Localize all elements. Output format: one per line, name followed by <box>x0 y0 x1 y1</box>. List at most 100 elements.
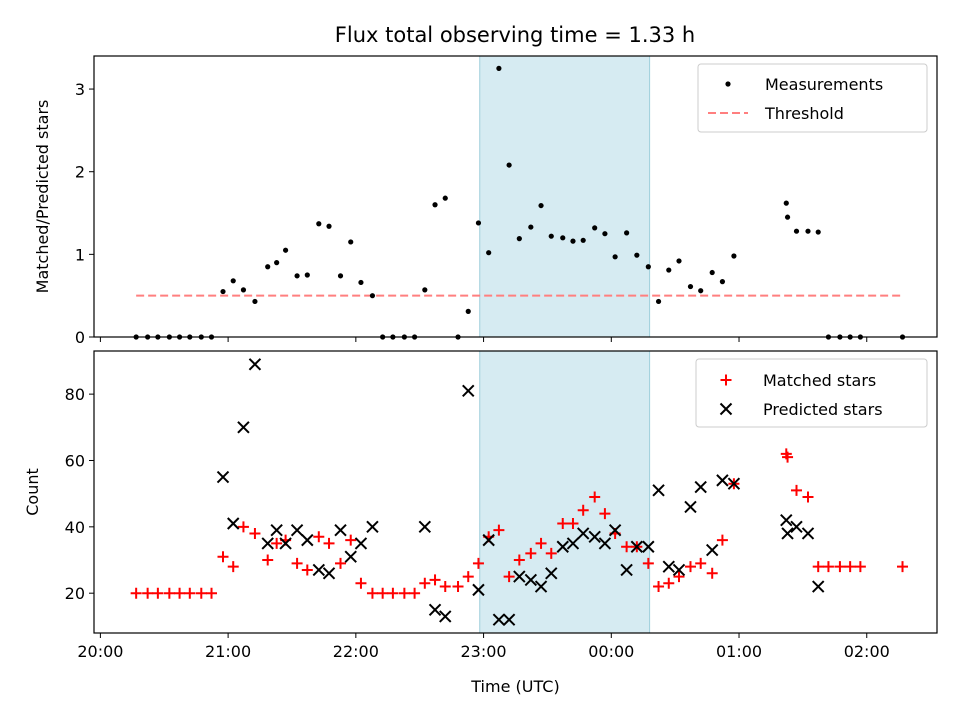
matched-star-marker <box>577 504 589 516</box>
measurement-point <box>698 288 704 294</box>
matched-star-marker <box>589 491 601 503</box>
predicted-star-marker <box>672 563 686 577</box>
measurement-point <box>676 258 682 264</box>
predicted-star-marker <box>344 550 357 563</box>
measurement-point <box>784 214 791 220</box>
measurement-point <box>719 279 726 285</box>
matched-star-marker <box>844 561 856 573</box>
legend-threshold-label: Threshold <box>764 104 844 123</box>
measurement-point <box>548 233 554 239</box>
predicted-star-marker <box>366 520 379 534</box>
chart-title: Flux total observing time = 1.33 h <box>335 23 695 47</box>
matched-star-marker <box>663 577 675 589</box>
matched-star-marker <box>152 587 164 599</box>
measurement-point <box>538 202 544 209</box>
predicted-star-marker <box>716 474 729 487</box>
predicted-star-marker <box>545 567 558 580</box>
measurement-point <box>528 224 534 230</box>
predicted-star-marker <box>312 563 326 577</box>
matched-star-marker <box>782 451 794 463</box>
x-tick-label: 20:00 <box>77 642 123 661</box>
y-tick-label: 0 <box>75 328 85 347</box>
matched-star-marker <box>249 527 261 539</box>
measurement-point <box>793 228 800 234</box>
matched-star-marker <box>557 518 569 530</box>
matched-star-marker <box>237 521 249 533</box>
matched-star-marker <box>419 577 431 589</box>
matched-star-marker <box>227 561 239 573</box>
y-tick-label: 80 <box>65 385 85 404</box>
legend-box <box>697 63 928 133</box>
matched-star-marker <box>271 537 283 549</box>
x-tick-label: 00:00 <box>588 642 634 661</box>
predicted-star-marker <box>301 533 314 547</box>
legend-matched-label: Matched stars <box>763 371 876 390</box>
matched-star-marker <box>335 557 347 569</box>
matched-star-marker <box>535 537 547 549</box>
matched-star-marker <box>695 557 707 569</box>
x-tick-label: 02:00 <box>844 642 890 661</box>
y-tick-label: 60 <box>65 451 85 470</box>
predicted-star-marker <box>322 567 336 580</box>
measurement-point <box>369 293 376 299</box>
matched-star-marker <box>545 547 557 559</box>
predicted-star-marker <box>576 527 590 540</box>
predicted-star-marker <box>270 523 283 537</box>
predicted-star-marker <box>524 573 538 587</box>
measurement-point <box>666 267 672 273</box>
matched-star-marker <box>398 587 410 599</box>
y-tick-label: 3 <box>75 80 85 99</box>
predicted-star-marker <box>418 520 432 534</box>
predicted-star-marker <box>620 563 633 577</box>
matched-star-marker <box>429 574 441 586</box>
predicted-star-marker <box>428 603 442 616</box>
measurement-point <box>570 238 576 244</box>
matched-star-marker <box>599 508 611 520</box>
predicted-star-marker <box>482 533 495 547</box>
matched-star-marker <box>195 587 207 599</box>
matched-star-marker <box>822 561 834 573</box>
measurement-point <box>294 273 300 279</box>
measurement-point <box>240 287 247 293</box>
y-tick-label: 40 <box>65 518 85 537</box>
legend-predicted-marker <box>719 402 733 416</box>
measurement-point <box>496 65 502 71</box>
predicted-star-marker <box>812 580 825 593</box>
matched-star-marker <box>897 561 909 573</box>
matched-star-marker <box>567 518 579 530</box>
predicted-star-marker <box>694 480 707 494</box>
matched-star-marker <box>377 587 389 599</box>
matched-star-marker <box>409 587 421 599</box>
measurement-point <box>475 220 482 226</box>
predicted-star-marker <box>801 527 815 540</box>
x-tick-label: 01:00 <box>716 642 762 661</box>
matched-star-marker <box>345 534 357 546</box>
matched-star-marker <box>439 581 451 593</box>
plot-frame <box>93 55 938 338</box>
matched-star-marker <box>684 561 696 573</box>
measurement-point <box>592 225 598 231</box>
matched-star-marker <box>313 531 325 543</box>
measurement-point <box>506 162 512 168</box>
y-axis-label: Matched/Predicted stars <box>33 100 52 294</box>
matched-star-marker <box>387 587 399 599</box>
matched-star-marker <box>366 587 378 599</box>
matched-star-marker <box>163 587 175 599</box>
y-tick-label: 20 <box>65 584 85 603</box>
measurement-point <box>612 254 618 260</box>
matched-star-marker <box>802 491 814 503</box>
measurement-point <box>432 202 438 208</box>
predicted-star-marker <box>780 513 793 527</box>
measurement-point <box>304 272 310 278</box>
predicted-star-marker <box>472 583 485 597</box>
matched-star-marker <box>462 571 474 583</box>
measurement-point <box>580 237 586 243</box>
measurement-point <box>282 247 289 253</box>
matched-star-marker <box>130 587 142 599</box>
matched-star-marker <box>791 484 802 496</box>
measurement-point <box>316 221 322 227</box>
matched-star-marker <box>142 587 154 599</box>
predicted-star-marker <box>781 527 794 540</box>
measurement-point <box>465 308 471 314</box>
predicted-star-marker <box>566 537 580 550</box>
